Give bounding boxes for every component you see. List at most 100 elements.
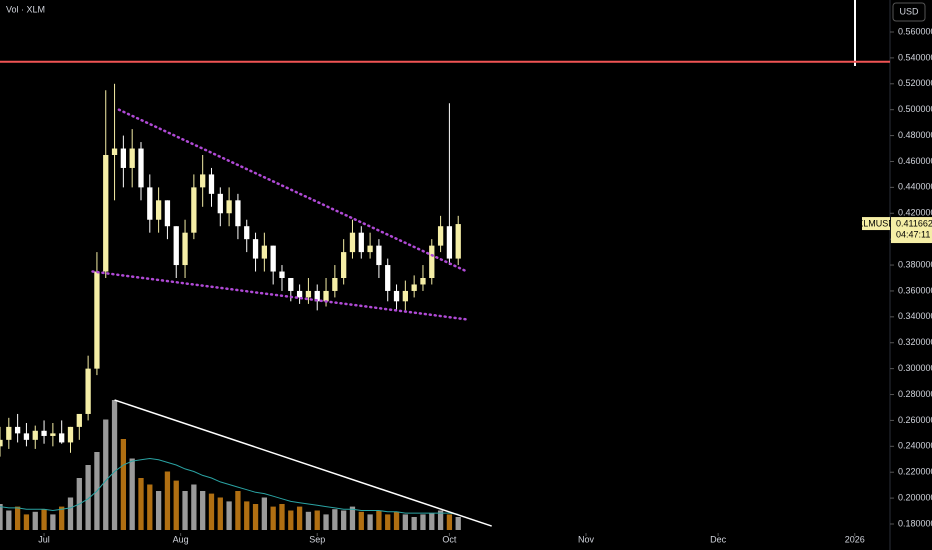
candle-body (200, 174, 206, 188)
x-tick-label: Nov (578, 534, 595, 544)
volume-bar (341, 510, 347, 530)
volume-bar (437, 510, 444, 530)
candle-body (332, 278, 338, 291)
candle-body (367, 245, 373, 253)
volume-bar (32, 511, 38, 530)
candle-body (50, 433, 56, 436)
volume-bar (446, 514, 453, 530)
candle-body (41, 430, 47, 436)
trend-line (117, 108, 469, 273)
volume-bar (332, 509, 338, 530)
volume-bar (59, 506, 65, 530)
volume-bar (50, 514, 56, 530)
candle-body (393, 290, 400, 302)
volume-bar (252, 504, 259, 530)
volume-bar (200, 491, 206, 530)
y-tick-label: 0.280000 (898, 389, 932, 399)
candle-body (129, 148, 135, 168)
candle-body (173, 226, 179, 266)
price-tag (891, 217, 932, 244)
volume-bar (305, 511, 312, 530)
volume-bar (191, 484, 197, 530)
candle-body (411, 284, 417, 291)
symbol-tag (862, 217, 890, 231)
volume-bar (429, 513, 435, 530)
volume-bar (208, 493, 215, 530)
volume-bar (111, 400, 118, 530)
candle-body (59, 433, 65, 443)
candle-body (6, 426, 12, 440)
volume-bar (85, 465, 91, 530)
y-tick-label: 0.460000 (898, 156, 932, 166)
volume-bar (129, 458, 135, 530)
volume-bar (103, 419, 109, 530)
volume-bar (120, 439, 127, 530)
candle-body (103, 155, 109, 272)
volume-bar (411, 517, 417, 530)
x-tick-label: Jul (38, 534, 50, 544)
volume-bar (323, 514, 329, 530)
volume-bar (393, 511, 400, 530)
candle-body (376, 245, 382, 266)
volume-bar (138, 478, 144, 530)
y-tick-label: 0.420000 (898, 208, 932, 218)
volume-bar (155, 491, 162, 530)
volume-bar (14, 506, 21, 530)
candle-body (14, 426, 21, 434)
y-tick-label: 0.180000 (898, 518, 932, 528)
candle-body (429, 245, 435, 278)
candle-body (358, 232, 364, 253)
candle-body (138, 148, 144, 188)
symbol-label: XLMUSD (857, 218, 895, 228)
candle-body (94, 271, 100, 369)
candle-body (305, 290, 312, 298)
candle-body (349, 232, 356, 253)
volume-bar (41, 509, 47, 530)
candle-body (296, 290, 303, 298)
candle-body (437, 226, 444, 246)
volume-bar (270, 506, 276, 530)
candle-body (182, 232, 188, 266)
volume-trend-line (114, 399, 492, 527)
y-tick-label: 0.340000 (898, 311, 932, 321)
x-tick-label: Dec (710, 534, 727, 544)
y-tick-label: 0.500000 (898, 104, 932, 114)
volume-bar (402, 514, 408, 530)
currency-button[interactable] (892, 2, 926, 22)
candle-body (244, 226, 250, 240)
volume-bar (164, 471, 171, 530)
candle-body (261, 245, 267, 259)
volume-bar (296, 506, 303, 530)
candle-body (323, 290, 329, 302)
candle-body (32, 430, 38, 440)
candle-body (385, 265, 391, 291)
y-tick-label: 0.300000 (898, 363, 932, 373)
volume-bar (217, 497, 223, 530)
volume-bar (455, 517, 461, 530)
volume-ma (0, 457, 459, 515)
volume-bar (6, 510, 12, 530)
last-price: 0.411662 (896, 218, 932, 228)
candle-body (402, 290, 408, 302)
y-tick-label: 0.360000 (898, 285, 932, 295)
volume-bar (261, 497, 267, 530)
candle-body (85, 368, 91, 414)
candle-body (0, 439, 3, 447)
candle-body (252, 239, 259, 259)
candle-body (23, 433, 30, 440)
candle-body (164, 200, 171, 227)
x-tick-label: 2026 (845, 534, 865, 544)
volume-bar (279, 504, 285, 530)
volume-bar (173, 480, 179, 530)
volume-bar (420, 514, 426, 530)
candle-body (288, 278, 294, 291)
volume-bar (288, 510, 294, 530)
volume-bar (23, 514, 30, 530)
candle-body (446, 226, 453, 259)
trend-line (91, 270, 469, 321)
y-tick-label: 0.440000 (898, 182, 932, 192)
currency-label: USD (899, 6, 919, 16)
y-tick-label: 0.560000 (898, 26, 932, 36)
